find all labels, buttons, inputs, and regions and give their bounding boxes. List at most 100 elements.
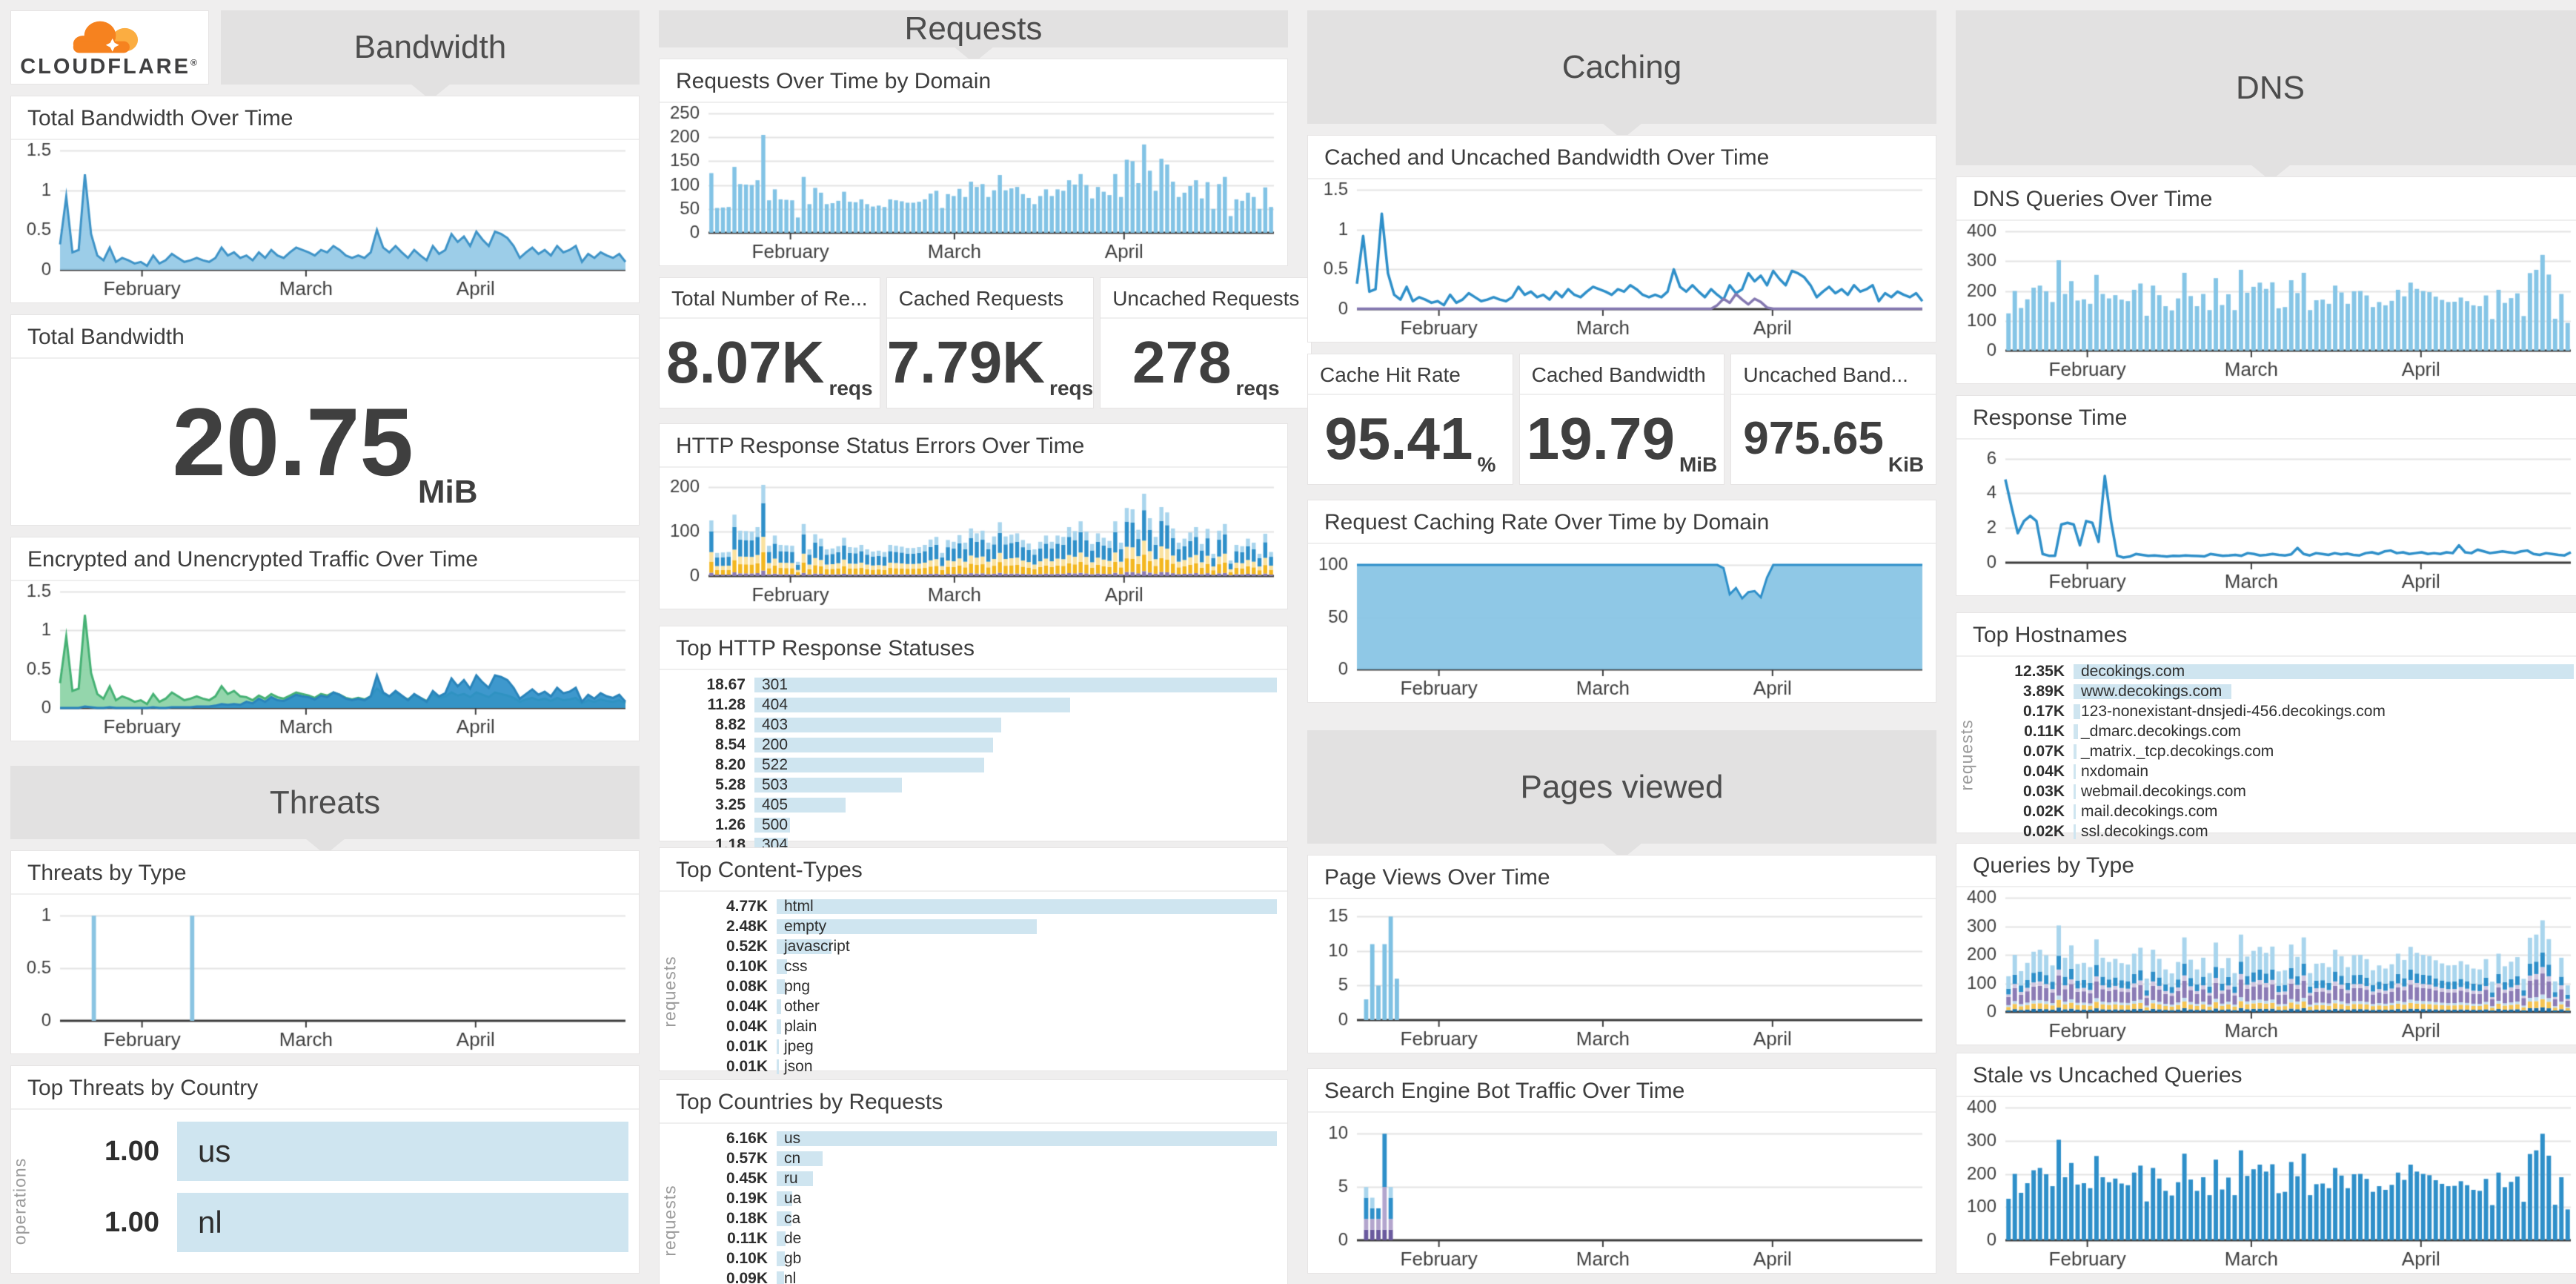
cloudflare-logo-text: CLOUDFLARE® [20, 54, 199, 79]
list-bar [777, 1211, 791, 1226]
card-title: Cached Bandwidth [1519, 354, 1724, 395]
top-countries-list[interactable]: requests 6.16K us 0.57K cn 0.45K ru 0.19K ua 0.1… [660, 1124, 1287, 1284]
section-header-requests: Requests [659, 10, 1288, 63]
card-top-content-types: Top Content-Types requests 4.77K html 2.48… [659, 847, 1288, 1095]
list-value: 0.45K [726, 1170, 768, 1187]
list-item: 3.25 405 [667, 796, 1277, 814]
list-label: ua [784, 1190, 802, 1207]
list-label: other [784, 998, 820, 1015]
column-requests: Requests Requests Over Time by Domain To… [659, 10, 1312, 1284]
section-header-caching: Caching [1307, 10, 1936, 139]
card-stale-uncached-queries: Stale vs Uncached Queries [1956, 1053, 2576, 1274]
card-title: Total Bandwidth Over Time [11, 96, 639, 140]
list-value: 0.01K [726, 1038, 768, 1055]
threats-by-type-chart[interactable] [11, 895, 639, 1053]
top-threats-by-country-list[interactable]: operations 1.00 us 1.00 nl [10, 1110, 639, 1273]
card-top-threats-by-country: Top Threats by Country operations 1.00 us… [10, 1065, 640, 1274]
list-bar [777, 1191, 792, 1206]
list-label: de [784, 1230, 802, 1247]
list-bar [754, 778, 903, 792]
list-item: 11.28 404 [667, 696, 1277, 714]
encrypted-unencrypted-chart[interactable] [11, 581, 639, 741]
list-bar-area: 405 [754, 796, 1277, 813]
list-item: 0.04K nxdomain [1986, 763, 2574, 781]
list-item: 8.54 200 [667, 736, 1277, 754]
dns-queries-chart[interactable] [1956, 221, 2576, 383]
list-item: 0.02K ssl.decokings.com [1986, 823, 2574, 841]
list-bar-area: html [777, 898, 1277, 915]
list-item: 0.07K _matrix._tcp.decokings.com [1986, 743, 2574, 761]
list-value: 1.00 [104, 1135, 159, 1167]
list-value: 3.25 [715, 796, 746, 813]
card-title: Uncached Band... [1731, 354, 1936, 395]
list-item: 0.01K json [689, 1058, 1277, 1076]
list-label: us [784, 1130, 801, 1147]
card-title: Total Number of Re... [660, 278, 880, 319]
card-title: Top Countries by Requests [660, 1080, 1287, 1124]
queries-by-type-chart[interactable] [1956, 887, 2576, 1045]
list-value: 18.67 [706, 676, 746, 693]
list-bar-area: 522 [754, 756, 1277, 773]
list-bar-area: decokings.com [2074, 663, 2574, 680]
list-item: 0.17K 123-nonexistant-dnsjedi-456.decokin… [1986, 703, 2574, 721]
top-content-types-list[interactable]: requests 4.77K html 2.48K empty 0.52K javascr… [660, 892, 1287, 1095]
stale-uncached-queries-chart[interactable] [1956, 1097, 2576, 1273]
card-page-views: Page Views Over Time [1307, 855, 1936, 1053]
card-uncached-requests: Uncached Requests 278 reqs [1100, 277, 1312, 408]
stat-number: 278 [1132, 329, 1232, 395]
response-time-chart[interactable] [1956, 440, 2576, 595]
list-item: 0.04K plain [689, 1018, 1277, 1036]
list-label: 522 [762, 756, 789, 773]
registered-mark: ® [190, 56, 199, 67]
list-value: 0.04K [726, 998, 768, 1015]
list-label: ssl.decokings.com [2081, 823, 2208, 840]
list-bar [754, 738, 994, 752]
list-bar-area: www.decokings.com [2074, 683, 2574, 700]
list-label: 405 [762, 796, 789, 813]
list-bar-area: nl [777, 1270, 1277, 1284]
list-label: 123-nonexistant-dnsjedi-456.decokings.co… [2081, 703, 2386, 720]
section-header-pages-viewed: Pages viewed [1307, 730, 1936, 859]
top-hostnames-list[interactable]: requests 12.35K decokings.com 3.89K www.dec… [1957, 657, 2576, 860]
page-views-chart[interactable] [1308, 899, 1936, 1053]
list-bar [777, 1019, 781, 1034]
card-title: Uncached Requests [1101, 278, 1312, 319]
card-title: Cached and Uncached Bandwidth Over Time [1308, 136, 1936, 179]
list-bar-area: _dmarc.decokings.com [2074, 723, 2574, 740]
card-encrypted-unencrypted: Encrypted and Unencrypted Traffic Over T… [10, 537, 640, 741]
card-request-caching-rate: Request Caching Rate Over Time by Domain [1307, 500, 1936, 703]
list-item: 0.57K cn [689, 1150, 1277, 1168]
total-bandwidth-value: 20.75 MiB [11, 359, 639, 525]
list-label: mail.decokings.com [2081, 803, 2218, 820]
cached-uncached-bandwidth-chart[interactable] [1308, 179, 1936, 342]
list-bar-area: mail.decokings.com [2074, 803, 2574, 820]
card-total-bandwidth: Total Bandwidth 20.75 MiB [10, 314, 640, 526]
search-bot-traffic-chart[interactable] [1308, 1113, 1936, 1273]
stat-number: 8.07K [665, 329, 825, 395]
top-http-statuses-list[interactable]: 18.67 301 11.28 404 8.82 403 8.54 200 8.20 522 5.2… [660, 670, 1287, 873]
list-item: 6.16K us [689, 1130, 1277, 1148]
list-bar [2074, 744, 2077, 759]
list-bar-area: plain [777, 1018, 1277, 1035]
requests-over-time-chart[interactable] [660, 103, 1287, 265]
request-caching-rate-chart[interactable] [1308, 544, 1936, 702]
y-axis-label: requests [1956, 718, 1976, 791]
list-value: 6.16K [726, 1130, 768, 1147]
card-title: DNS Queries Over Time [1956, 177, 2576, 221]
total-bandwidth-over-time-chart[interactable] [11, 140, 639, 302]
stat-unit: % [1477, 453, 1496, 476]
list-bar-area: nl [177, 1193, 628, 1252]
card-title: Top Hostnames [1956, 613, 2576, 657]
uncached-bandwidth-value: 975.65 KiB [1731, 395, 1936, 483]
list-value: 1.26 [715, 816, 746, 833]
list-bar-area: ua [777, 1190, 1277, 1207]
list-value: 0.11K [727, 1230, 768, 1247]
section-title: Caching [1561, 48, 1682, 85]
list-value: 11.28 [707, 696, 746, 713]
stat-number: 19.79 [1526, 406, 1675, 471]
list-value: 3.89K [2022, 683, 2065, 700]
http-errors-chart[interactable] [660, 468, 1287, 609]
list-item: 12.35K decokings.com [1986, 663, 2574, 681]
section-header-bandwidth: Bandwidth [221, 10, 640, 100]
card-title: Cache Hit Rate [1308, 354, 1513, 395]
